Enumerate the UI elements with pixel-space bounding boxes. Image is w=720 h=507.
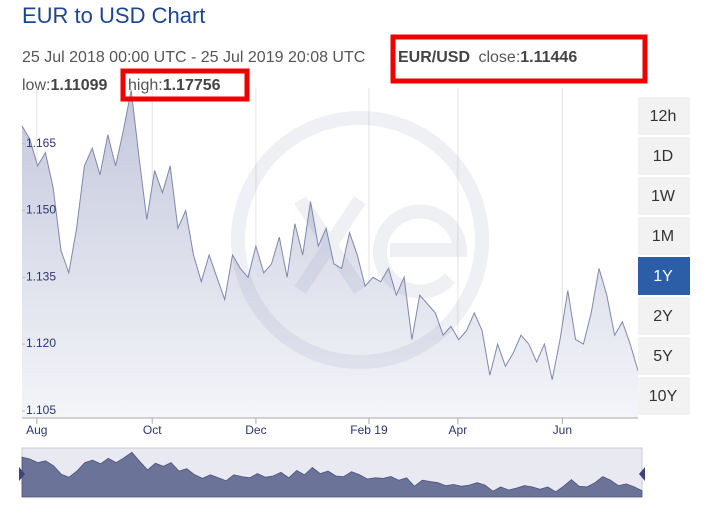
range-button-label[interactable]: 2Y	[653, 308, 673, 325]
y-tick-label: 1.120	[26, 336, 56, 350]
range-button[interactable]	[638, 337, 690, 375]
high-value: 1.17756	[163, 77, 221, 94]
range-button-label[interactable]: 1M	[652, 228, 674, 245]
x-tick-label: Jun	[553, 423, 572, 437]
area	[22, 90, 638, 418]
highlight-box	[120, 68, 250, 102]
navigator	[19, 447, 645, 498]
range-button[interactable]	[638, 297, 690, 335]
range-button-label[interactable]: 1Y	[653, 268, 673, 285]
low-label: low:	[22, 77, 50, 94]
subtitle: 25 Jul 2018 00:00 UTC - 25 Jul 2019 20:0…	[22, 49, 577, 66]
range-button[interactable]	[638, 137, 690, 175]
date-range: 25 Jul 2018 00:00 UTC - 25 Jul 2019 20:0…	[22, 49, 365, 66]
y-tick-label: 1.135	[26, 269, 56, 283]
x-tick-label: Dec	[245, 423, 266, 437]
navigator-handle[interactable]	[639, 467, 645, 481]
line	[21, 90, 639, 380]
y-tick-label: 1.105	[26, 403, 56, 417]
range-button[interactable]	[638, 217, 690, 255]
range-button-label[interactable]: 1D	[653, 148, 673, 165]
range-button-label[interactable]: 5Y	[653, 348, 673, 365]
y-tick-label: 1.165	[26, 136, 56, 150]
low-value: 1.11099	[50, 77, 107, 94]
watermark	[231, 111, 489, 369]
low-high: low:1.11099 high:1.17756	[22, 77, 221, 94]
range-button-label[interactable]: 1W	[651, 188, 676, 205]
range-button-label[interactable]: 12h	[650, 108, 677, 125]
x-tick-label: Feb 19	[350, 423, 388, 437]
plot-area: Aug Oct Dec Feb 19 Apr Jun 1.105 1.120 1.135 1.15…	[21, 88, 639, 437]
range-button[interactable]	[638, 177, 690, 215]
y-tick-label: 1.150	[26, 203, 56, 217]
range-buttons: 12h 1D 1W 1M 1Y 2Y 5Y 10Y	[638, 97, 690, 415]
range-button[interactable]	[638, 257, 690, 295]
close-label: close:	[478, 49, 520, 66]
x-tick-label: Oct	[143, 423, 162, 437]
navigator-area	[21, 451, 643, 498]
high-label: high:	[128, 77, 163, 94]
close-value: 1.11446	[520, 49, 577, 66]
range-button-label[interactable]: 10Y	[649, 388, 678, 405]
range-button[interactable]	[638, 377, 690, 415]
navigator-handle[interactable]	[19, 467, 25, 481]
pair: EUR/USD	[398, 49, 470, 66]
highlight-box	[390, 34, 648, 84]
x-tick-label: Apr	[449, 423, 468, 437]
range-button[interactable]	[638, 97, 690, 135]
chart-title: EUR to USD Chart	[22, 3, 205, 28]
x-tick-label: Aug	[26, 423, 47, 437]
